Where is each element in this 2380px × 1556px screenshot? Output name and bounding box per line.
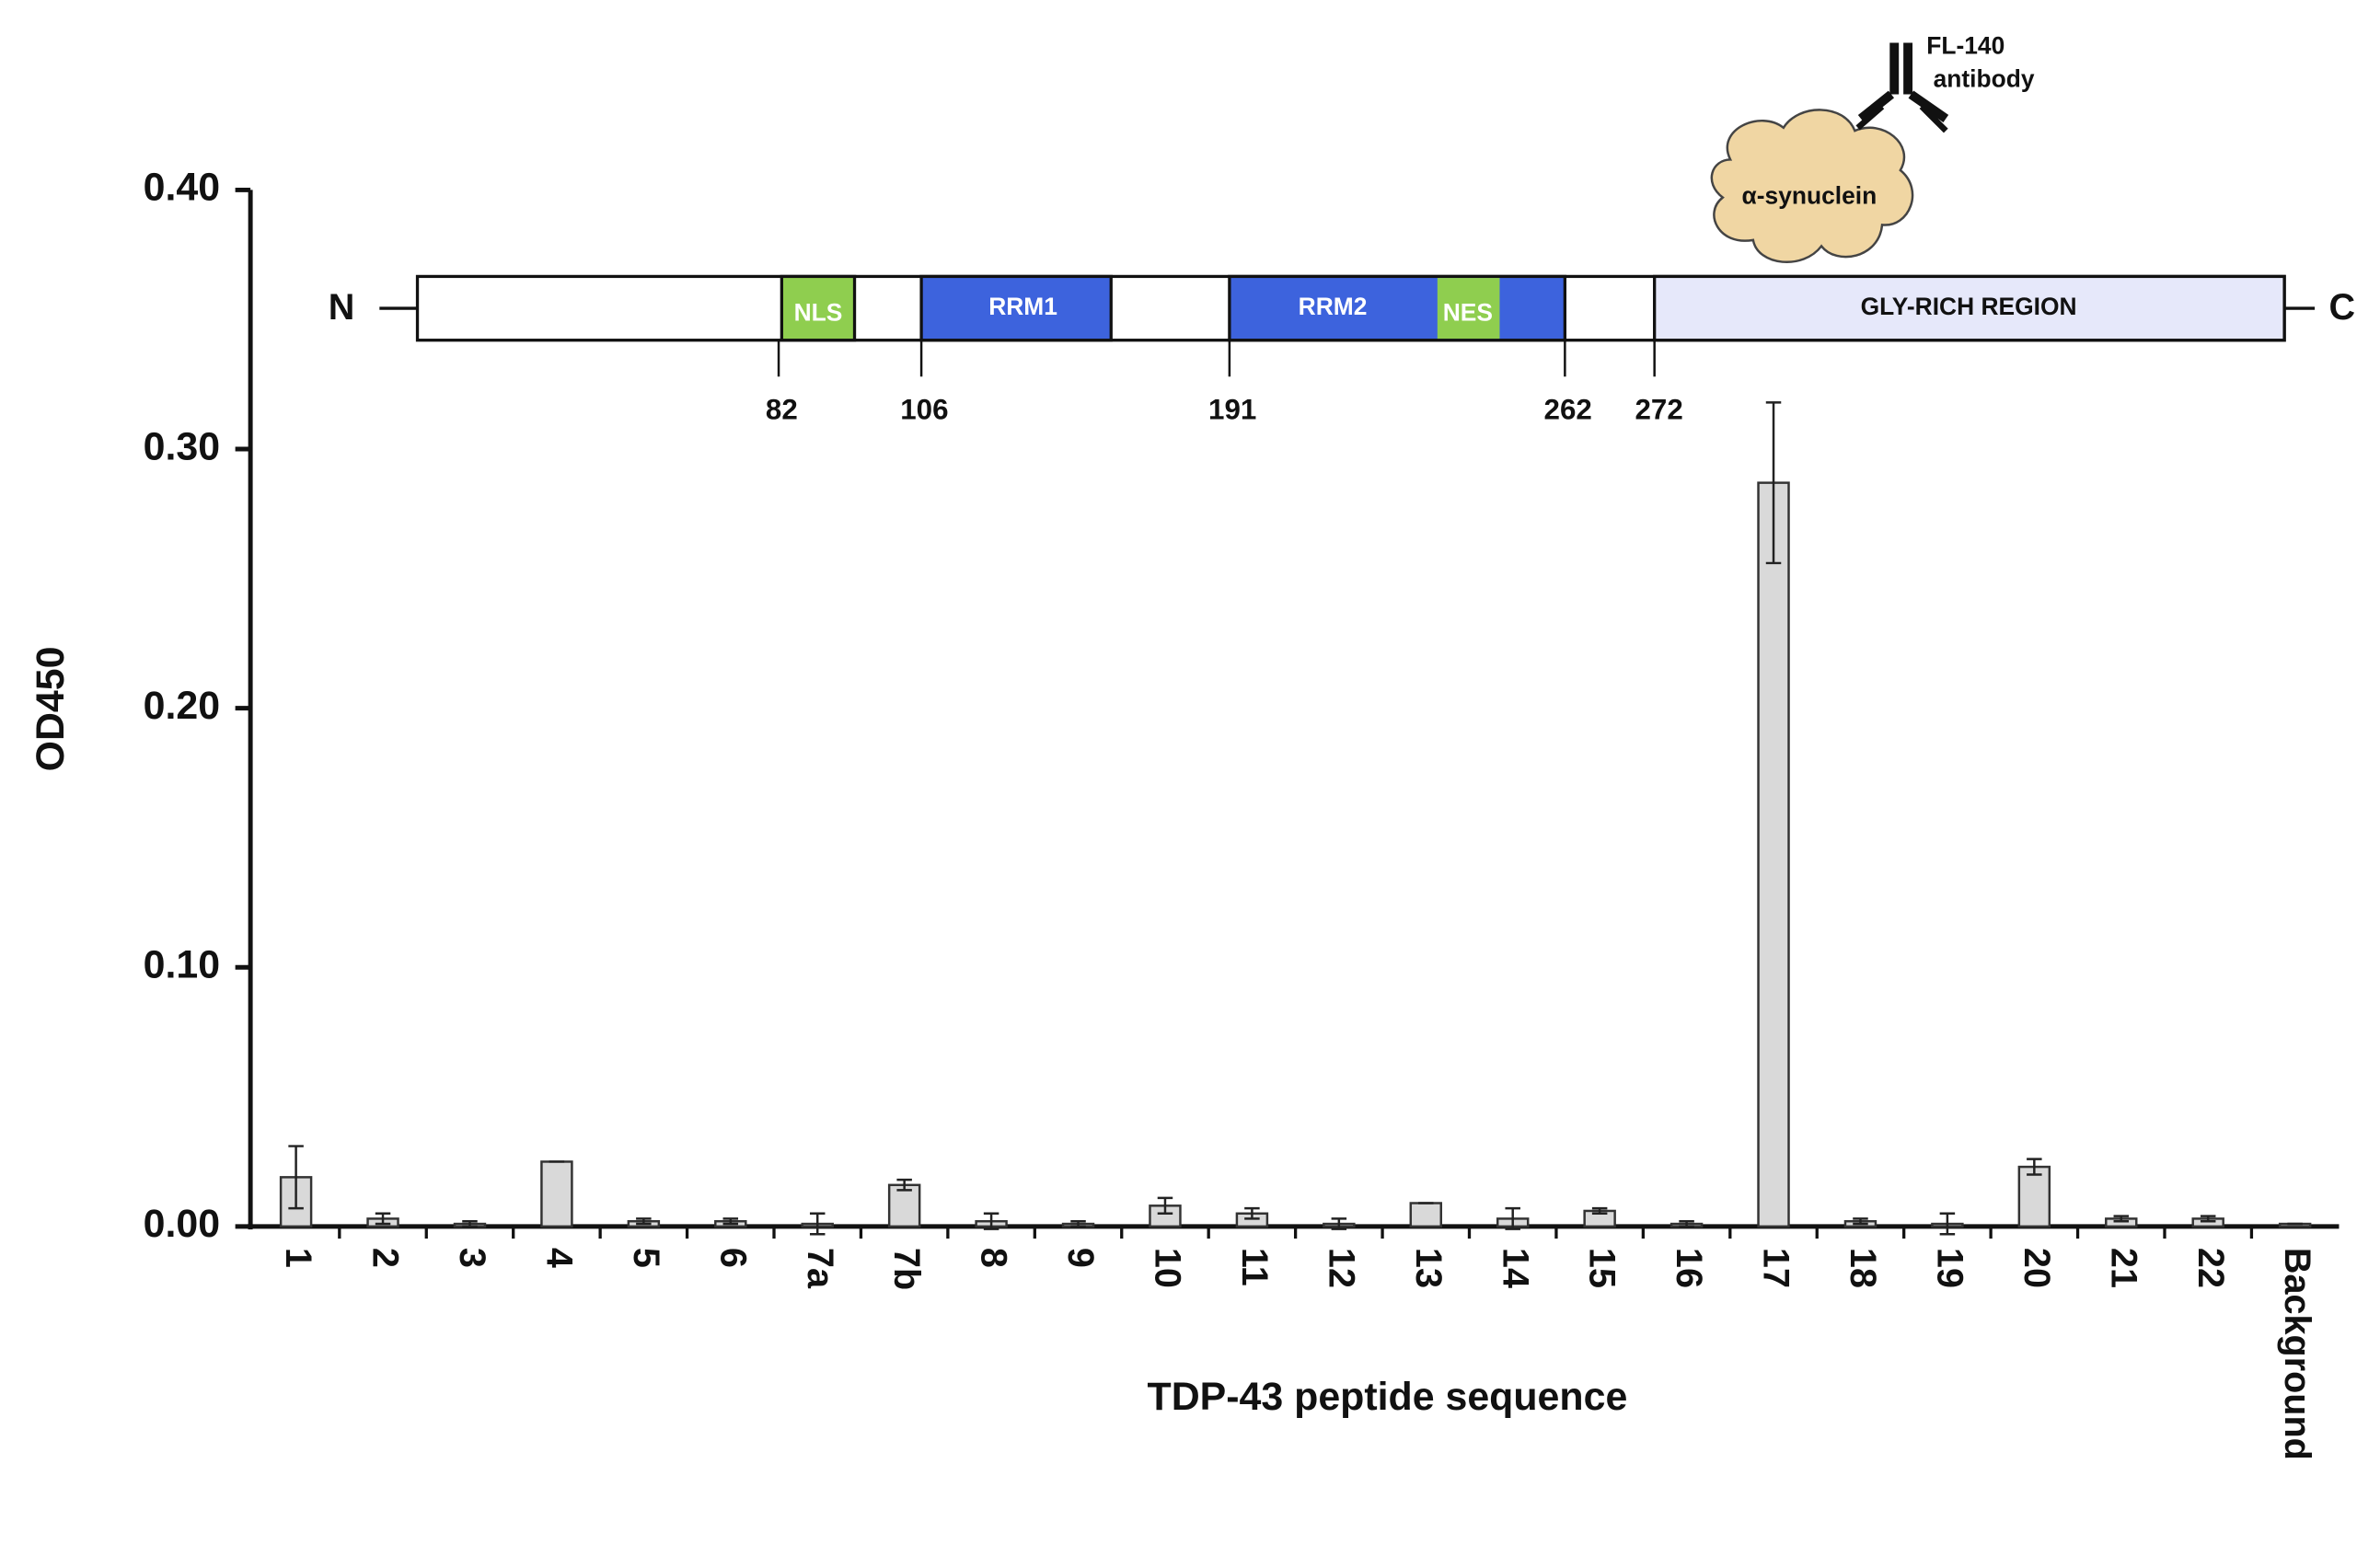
error-bar	[983, 1212, 999, 1230]
error-bar	[1244, 1206, 1260, 1220]
x-tick-label: 11	[1234, 1248, 1275, 1286]
x-tick-label: 5	[626, 1248, 666, 1268]
region-label: RRM2	[1299, 293, 1368, 320]
bar	[1409, 1202, 1443, 1228]
synuclein-cloud	[1710, 109, 1914, 264]
x-tick-label: 13	[1408, 1248, 1449, 1288]
error-bar	[1505, 1206, 1520, 1230]
x-tick-label: Background	[2277, 1248, 2317, 1460]
position-label: 106	[900, 393, 948, 425]
x-tick-label: 6	[712, 1248, 753, 1268]
error-bar	[2027, 1158, 2042, 1176]
c-label: C	[2328, 287, 2355, 328]
cloud-label: α-synuclein	[1742, 182, 1877, 210]
x-tick-label: 7a	[800, 1248, 840, 1289]
error-bar	[1070, 1219, 1086, 1228]
error-bar	[1853, 1217, 1868, 1226]
x-tick-label: 16	[1669, 1248, 1709, 1288]
position-label: 262	[1544, 393, 1592, 425]
y-tick-label: 0.40	[144, 166, 220, 210]
x-axis-label: TDP-43 peptide sequence	[1148, 1375, 1628, 1419]
nes-region	[1437, 278, 1500, 340]
antibody-label: antibody	[1934, 65, 2035, 93]
gly-region	[1653, 274, 2286, 342]
error-bar	[2200, 1215, 2216, 1223]
x-tick-label: 15	[1582, 1248, 1623, 1288]
x-tick-label: 17	[1756, 1248, 1797, 1288]
region-label: NLS	[794, 299, 843, 327]
error-bar	[722, 1217, 739, 1226]
antibody-icon	[1855, 42, 1949, 133]
error-bar	[809, 1212, 826, 1236]
x-tick-label: 21	[2103, 1248, 2143, 1288]
x-tick-label: 8	[974, 1248, 1014, 1268]
position-label: 191	[1208, 393, 1256, 425]
region-label: GLY-RICH REGION	[1861, 293, 2077, 320]
error-bar	[462, 1219, 478, 1228]
bar	[540, 1160, 573, 1228]
region-label: NES	[1443, 299, 1493, 327]
position-label: 272	[1635, 393, 1682, 425]
error-bar	[375, 1212, 391, 1226]
error-bar	[1679, 1219, 1694, 1228]
antibody-label: FL-140	[1926, 31, 2005, 59]
nls-region	[780, 274, 857, 342]
x-tick-label: 22	[2190, 1248, 2231, 1288]
region-label: RRM1	[988, 293, 1057, 320]
y-tick-label: 0.20	[144, 684, 220, 728]
x-tick-label: 1	[278, 1248, 318, 1268]
error-bar	[2113, 1215, 2130, 1223]
position-label: 82	[766, 393, 798, 425]
n-label: N	[329, 287, 355, 328]
x-tick-label: 20	[2016, 1248, 2057, 1288]
bar	[2017, 1165, 2051, 1228]
x-tick-label: 4	[538, 1248, 579, 1268]
y-tick-label: 0.30	[144, 424, 220, 468]
x-tick-label: 10	[1148, 1248, 1188, 1288]
error-bar	[1157, 1196, 1173, 1216]
x-tick-label: 18	[1843, 1248, 1883, 1288]
x-tick-label: 14	[1495, 1248, 1535, 1288]
error-bar	[288, 1145, 304, 1210]
y-tick-label: 0.10	[144, 943, 220, 987]
error-bar	[1591, 1206, 1608, 1216]
x-tick-label: 3	[452, 1248, 492, 1268]
error-bar	[1939, 1212, 1956, 1236]
error-bar	[636, 1217, 652, 1226]
x-tick-label: 12	[1321, 1248, 1361, 1288]
rrm2-region	[1228, 274, 1567, 342]
x-tick-label: 9	[1060, 1248, 1101, 1268]
x-tick-label: 19	[1929, 1248, 1970, 1288]
error-bar	[896, 1178, 912, 1192]
y-tick-label: 0.00	[144, 1202, 220, 1246]
rrm1-region	[919, 274, 1113, 342]
domain-map: N C NLS RRM1 RRM2 NES GLY-RICH REGION 82…	[329, 31, 2355, 425]
x-tick-label: 7b	[886, 1248, 927, 1290]
bar	[1757, 481, 1790, 1228]
error-bar	[1331, 1217, 1347, 1230]
error-bar	[1765, 401, 1782, 565]
y-axis-label: OD450	[29, 647, 73, 772]
bar	[887, 1183, 921, 1228]
x-tick-label: 2	[365, 1248, 406, 1268]
